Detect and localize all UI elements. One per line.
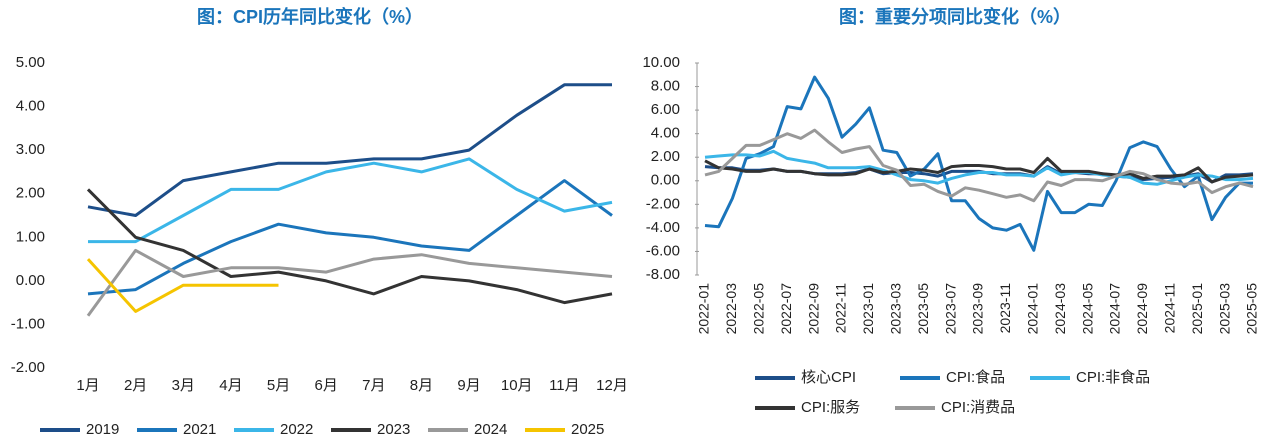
x-tick-label: 5月 bbox=[267, 377, 290, 394]
legend-label: CPI:非食品 bbox=[1076, 369, 1150, 386]
x-tick-label: 2023-09 bbox=[970, 283, 986, 335]
x-tick-label: 2022-07 bbox=[778, 283, 794, 335]
x-tick-label: 2024-09 bbox=[1134, 283, 1150, 335]
y-tick-label: -2.00 bbox=[646, 195, 680, 212]
series-line bbox=[704, 75, 1253, 252]
x-tick-label: 2月 bbox=[124, 377, 147, 394]
x-tick-label: 6月 bbox=[315, 377, 338, 394]
y-tick-label: 10.00 bbox=[642, 54, 680, 71]
y-tick-label: -2.00 bbox=[11, 359, 45, 376]
x-tick-label: 2023-03 bbox=[888, 283, 904, 335]
x-tick-label: 4月 bbox=[219, 377, 242, 394]
y-tick-label: 5.00 bbox=[16, 54, 45, 71]
x-tick-label: 2024-05 bbox=[1079, 283, 1095, 335]
x-tick-label: 7月 bbox=[362, 377, 385, 394]
legend-label: 2024 bbox=[474, 421, 507, 437]
y-tick-label: 2.00 bbox=[16, 185, 45, 202]
legend-label: 2022 bbox=[280, 421, 313, 437]
x-tick-label: 3月 bbox=[172, 377, 195, 394]
x-tick-label: 2023-01 bbox=[860, 283, 876, 335]
series-line bbox=[704, 128, 1254, 203]
y-tick-label: -6.00 bbox=[646, 242, 680, 259]
y-tick-label: 3.00 bbox=[16, 141, 45, 158]
chart-title: 图：CPI历年同比变化（%） bbox=[197, 6, 423, 27]
x-tick-label: 2024-01 bbox=[1025, 283, 1041, 335]
legend-label: 2019 bbox=[86, 421, 119, 437]
legend-label: CPI:服务 bbox=[801, 399, 860, 416]
legend-label: CPI:食品 bbox=[946, 369, 1005, 386]
x-tick-label: 8月 bbox=[410, 377, 433, 394]
series-line bbox=[87, 83, 612, 217]
y-tick-label: 4.00 bbox=[16, 98, 45, 115]
series-line bbox=[88, 157, 613, 244]
series-line bbox=[87, 179, 613, 296]
legend-label: 2023 bbox=[377, 421, 410, 437]
x-tick-label: 2025-01 bbox=[1189, 283, 1205, 335]
y-tick-label: -1.00 bbox=[11, 315, 45, 332]
x-tick-label: 2025-03 bbox=[1216, 283, 1232, 335]
y-tick-label: 0.00 bbox=[651, 172, 680, 189]
legend-label: 2021 bbox=[183, 421, 216, 437]
y-tick-label: -4.00 bbox=[646, 219, 680, 236]
series-line bbox=[704, 149, 1254, 186]
x-tick-label: 2022-09 bbox=[805, 283, 821, 335]
x-tick-label: 2024-07 bbox=[1107, 283, 1123, 335]
series-line bbox=[86, 248, 613, 317]
y-tick-label: 8.00 bbox=[651, 78, 680, 95]
series-line bbox=[86, 188, 613, 305]
x-tick-label: 2024-03 bbox=[1052, 283, 1068, 335]
x-tick-label: 2022-05 bbox=[751, 283, 767, 335]
legend-label: 核心CPI bbox=[801, 369, 856, 386]
x-tick-label: 9月 bbox=[457, 377, 480, 394]
x-tick-label: 2022-03 bbox=[723, 283, 739, 335]
x-tick-label: 2023-07 bbox=[942, 283, 958, 335]
x-tick-label: 2025-05 bbox=[1244, 283, 1260, 335]
series-line bbox=[86, 258, 279, 313]
y-tick-label: 1.00 bbox=[16, 228, 45, 245]
y-tick-label: 4.00 bbox=[651, 125, 680, 142]
x-tick-label: 2024-11 bbox=[1162, 283, 1178, 334]
x-tick-label: 2022-11 bbox=[833, 283, 849, 334]
x-tick-label: 11月 bbox=[549, 377, 580, 394]
y-tick-label: 0.00 bbox=[16, 272, 45, 289]
y-tick-label: 6.00 bbox=[651, 101, 680, 118]
legend-label: 2025 bbox=[571, 421, 604, 437]
x-tick-label: 2022-01 bbox=[696, 283, 712, 335]
y-tick-label: 2.00 bbox=[651, 148, 680, 165]
chart-title: 图：重要分项同比变化（%） bbox=[839, 6, 1071, 27]
x-tick-label: 12月 bbox=[596, 377, 628, 394]
series-line bbox=[704, 156, 1254, 184]
y-tick-label: -8.00 bbox=[646, 266, 680, 283]
x-tick-label: 2023-11 bbox=[997, 283, 1013, 334]
legend-label: CPI:消费品 bbox=[941, 399, 1015, 416]
x-tick-label: 2023-05 bbox=[915, 283, 931, 335]
x-tick-label: 10月 bbox=[501, 377, 533, 394]
x-tick-label: 1月 bbox=[76, 377, 99, 394]
